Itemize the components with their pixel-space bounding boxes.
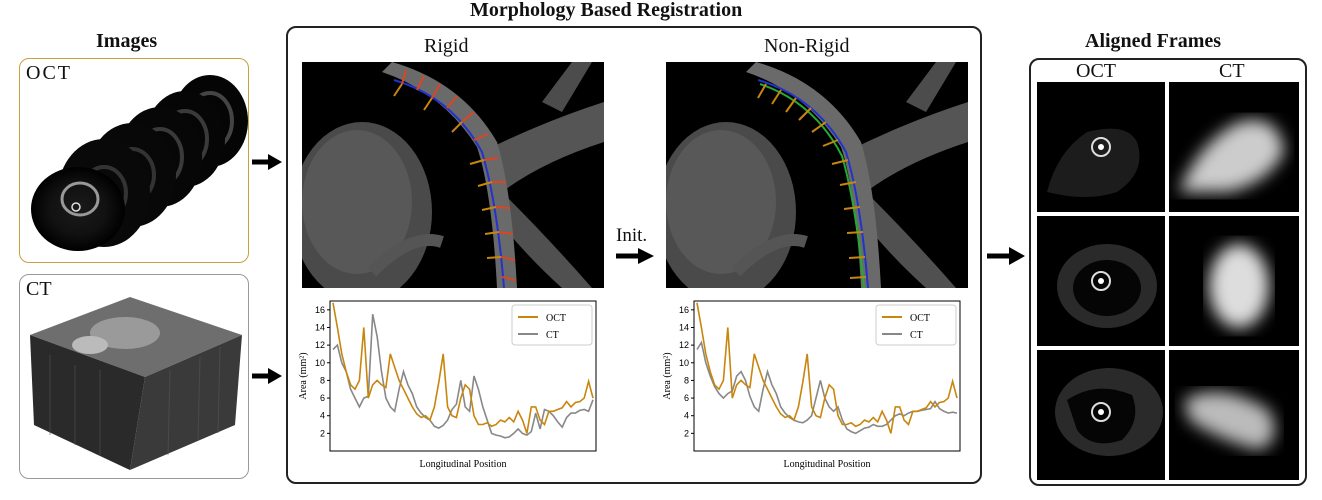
y-tick-label: 4 bbox=[320, 411, 325, 421]
rigid-area-chart: 2 4 6 8 10 12 14 16 Area (mm²) Longitudinal Posit… bbox=[298, 300, 597, 470]
nonrigid-area-chart: 2 4 6 8 10 12 14 16 Area (mm²) Longitudinal Posit… bbox=[662, 300, 961, 470]
y-tick-label: 4 bbox=[684, 411, 689, 421]
init-label: Init. bbox=[616, 225, 648, 246]
ct-image-panel: CT bbox=[19, 274, 249, 479]
ct-volume-cube bbox=[30, 297, 242, 470]
y-tick-label: 12 bbox=[315, 340, 325, 350]
y-tick-label: 8 bbox=[684, 375, 689, 385]
oct-image-panel: OCT bbox=[19, 58, 249, 263]
aligned-title: Aligned Frames bbox=[1085, 30, 1222, 52]
aligned-oct-frame bbox=[1037, 82, 1165, 212]
x-axis-label: Longitudinal Position bbox=[420, 459, 507, 470]
plot-frame bbox=[693, 300, 961, 452]
y-tick-label: 14 bbox=[315, 322, 325, 332]
ct-panel-label: CT bbox=[26, 278, 52, 300]
rigid-vessel-render bbox=[302, 62, 604, 288]
registration-title: Morphology Based Registration bbox=[470, 0, 743, 21]
y-tick-label: 2 bbox=[320, 428, 325, 438]
x-axis-label: Longitudinal Position bbox=[784, 459, 871, 470]
y-axis-label: Area (mm²) bbox=[662, 352, 673, 399]
oct-frame-stack bbox=[31, 75, 248, 251]
nonrigid-vessel-render bbox=[666, 62, 968, 288]
nonrigid-title: Non-Rigid bbox=[764, 35, 850, 57]
aligned-ct-frame bbox=[1169, 216, 1299, 346]
y-tick-label: 6 bbox=[684, 393, 689, 403]
aligned-oct-label: OCT bbox=[1076, 60, 1116, 82]
y-axis-label: Area (mm²) bbox=[298, 352, 309, 399]
aligned-oct-frame bbox=[1037, 216, 1165, 346]
aligned-ct-frame bbox=[1169, 82, 1299, 212]
y-tick-label: 8 bbox=[320, 375, 325, 385]
y-tick-label: 10 bbox=[679, 358, 689, 368]
y-tick-label: 16 bbox=[315, 305, 325, 315]
registration-to-aligned-arrow bbox=[987, 247, 1025, 265]
ct-to-registration-arrow bbox=[252, 368, 282, 384]
y-tick-label: 16 bbox=[679, 305, 689, 315]
plot-frame bbox=[329, 300, 597, 452]
legend-label: CT bbox=[546, 330, 559, 341]
legend-label: OCT bbox=[546, 313, 566, 324]
y-tick-label: 12 bbox=[679, 340, 689, 350]
init-arrow bbox=[616, 248, 654, 264]
oct-to-registration-arrow bbox=[252, 154, 282, 170]
series-line-oct bbox=[696, 302, 958, 434]
y-tick-label: 6 bbox=[320, 393, 325, 403]
images-title: Images bbox=[96, 30, 158, 52]
series-line-oct bbox=[332, 302, 594, 434]
y-tick-label: 2 bbox=[684, 428, 689, 438]
legend-label: OCT bbox=[910, 313, 930, 324]
legend-label: CT bbox=[910, 330, 923, 341]
rigid-title: Rigid bbox=[424, 35, 469, 57]
y-tick-label: 10 bbox=[315, 358, 325, 368]
aligned-ct-label: CT bbox=[1219, 60, 1245, 82]
y-tick-label: 14 bbox=[679, 322, 689, 332]
oct-panel-label: OCT bbox=[26, 62, 72, 84]
aligned-oct-frame bbox=[1037, 350, 1165, 480]
aligned-ct-frame bbox=[1169, 350, 1299, 480]
